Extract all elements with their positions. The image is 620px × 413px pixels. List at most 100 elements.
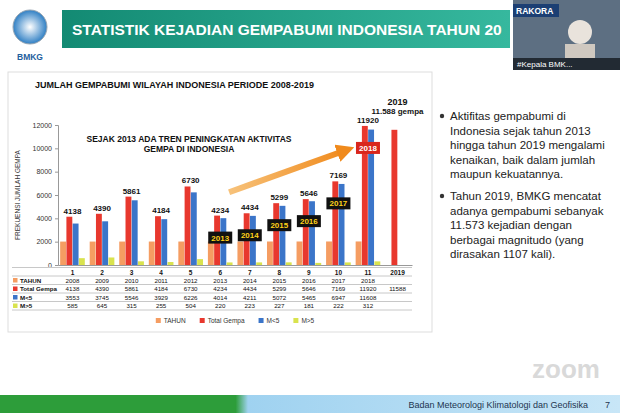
x-tick: 1 xyxy=(71,269,75,276)
y-tick-label: 12000 xyxy=(33,122,53,129)
table-row-label: M>5 xyxy=(20,302,33,309)
video-label: RAKORA xyxy=(516,6,553,16)
table-cell: 2016 xyxy=(302,277,316,284)
data-label: 5861 xyxy=(123,187,141,196)
year-marker-label: 2016 xyxy=(300,217,318,226)
year-marker-label: 2017 xyxy=(330,199,348,208)
bullet-text: Tahun 2019, BMKG mencatatadanya gempabum… xyxy=(450,190,604,260)
x-tick-label: 8 xyxy=(278,269,282,276)
table-cell: 6947 xyxy=(332,294,346,301)
bar xyxy=(356,241,362,265)
x-tick: 6 xyxy=(218,269,222,276)
table-cell: 222 xyxy=(333,302,344,309)
table-cell: 181 xyxy=(304,302,315,309)
table-cell: 2011 xyxy=(154,277,168,284)
table-cell: 3553 xyxy=(66,294,80,301)
x-tick-label: 6 xyxy=(218,269,222,276)
table-cell: 4014 xyxy=(213,294,227,301)
video-caption: #Kepala BMK... xyxy=(517,60,573,69)
table-swatch xyxy=(13,295,18,300)
table-cell: 3745 xyxy=(95,294,109,301)
page-number: 7 xyxy=(605,400,610,410)
table-cell: 2009 xyxy=(95,277,109,284)
video-person-body xyxy=(565,44,595,58)
bars xyxy=(60,126,397,265)
legend-swatch xyxy=(156,318,161,323)
bar xyxy=(237,242,243,265)
y-tick: 6000 xyxy=(36,192,58,199)
data-label: 5646 xyxy=(300,189,318,198)
y-tick-mark xyxy=(55,265,58,266)
table-cell: 6226 xyxy=(184,294,198,301)
legend-label: Total Gempa xyxy=(208,317,245,325)
table-cell: 2014 xyxy=(243,277,257,284)
table-cell: 2017 xyxy=(332,277,346,284)
x-tick-label: 4 xyxy=(159,269,163,276)
x-tick: 2 xyxy=(100,269,104,276)
bar xyxy=(227,262,233,265)
year-marker-box xyxy=(356,142,380,154)
x-tick-label: 9 xyxy=(307,269,311,276)
data-label: 4184 xyxy=(152,206,170,215)
data-label: 4390 xyxy=(93,204,111,213)
y-tick-mark xyxy=(55,218,58,219)
video-person xyxy=(568,20,592,44)
table-cell: 4211 xyxy=(243,294,257,301)
bar xyxy=(267,241,273,265)
bar xyxy=(155,216,161,265)
trend-annotation: SEJAK 2013 ADA TREN PENINGKATAN AKTIVITA… xyxy=(86,134,291,154)
x-tick-label: 3 xyxy=(130,269,134,276)
x-tick: 11 xyxy=(365,269,372,276)
legend-label: TAHUN xyxy=(164,317,186,324)
bar xyxy=(79,258,85,265)
trend-arrow xyxy=(229,150,346,192)
table-cell: 5072 xyxy=(272,294,286,301)
footer-band xyxy=(0,395,620,413)
bar xyxy=(73,224,79,265)
data-label: 11920 xyxy=(357,116,379,125)
y-axis: 020004000600080001000012000 xyxy=(33,122,59,269)
table-cell: 504 xyxy=(186,302,197,309)
x-tick-label: 10 xyxy=(335,269,343,276)
table-row-label: Total Gempa xyxy=(20,285,58,292)
bullet-dot xyxy=(440,114,444,118)
legend-swatch xyxy=(259,318,264,323)
x-tick-label: 11 xyxy=(365,269,372,276)
chart-title: JUMLAH GEMPABUMI WILAYAH INDONESIA PERIO… xyxy=(35,80,314,90)
series xyxy=(66,126,397,265)
bar xyxy=(391,130,397,265)
logo-text: BMKG xyxy=(17,52,43,62)
table-cell: 4184 xyxy=(154,285,168,292)
chart-panel xyxy=(8,72,432,332)
table-cell: 645 xyxy=(97,302,108,309)
year-marker-label: 2018 xyxy=(359,144,377,153)
y-tick-label: 4000 xyxy=(36,215,52,222)
bar xyxy=(303,199,309,265)
legend-entry: TAHUN xyxy=(156,317,186,324)
year-marker-box xyxy=(238,229,262,241)
table-line xyxy=(12,267,412,268)
table-cell: 11608 xyxy=(360,294,377,301)
logo-emblem xyxy=(13,10,47,44)
x-tick: 2019 xyxy=(390,269,405,276)
table-cell: 255 xyxy=(156,302,167,309)
table-cell: 2012 xyxy=(184,277,198,284)
legend-entry: Total Gempa xyxy=(200,317,245,325)
slide: BMKGSTATISTIK KEJADIAN GEMPABUMI INDONES… xyxy=(0,0,620,413)
video-tile xyxy=(513,0,620,70)
x-tick: 4 xyxy=(159,269,163,276)
x-tick-label: 1 xyxy=(71,269,75,276)
table-cell: 11920 xyxy=(360,285,377,292)
table-cell: 6730 xyxy=(184,285,198,292)
bullet-text: Aktifitas gempabumi diIndonesia sejak ta… xyxy=(450,110,605,180)
x-tick: 7 xyxy=(248,269,252,276)
y-tick-mark xyxy=(55,172,58,173)
legend-label: M>5 xyxy=(301,317,314,324)
table-cell: 7169 xyxy=(332,285,346,292)
bar xyxy=(315,263,321,265)
x-tick: 10 xyxy=(335,269,343,276)
bar xyxy=(191,192,197,265)
data-label: 4138 xyxy=(64,207,82,216)
y-axis-line xyxy=(55,126,59,266)
bullet-dot xyxy=(440,194,444,198)
